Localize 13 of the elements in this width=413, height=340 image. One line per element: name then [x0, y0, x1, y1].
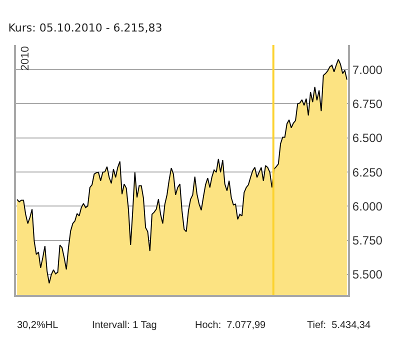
y-tick-label: 6.250 — [352, 165, 383, 180]
annotation: 2010 — [20, 46, 32, 71]
y-tick-label: 5.500 — [352, 268, 383, 282]
y-tick-label: 6.000 — [352, 199, 383, 214]
text: Intervall: 1 Tag — [92, 320, 157, 331]
y-tick-label: 6.750 — [352, 96, 383, 111]
chart-title: Kurs: 05.10.2010 - 6.215,83 — [8, 22, 162, 34]
text: 30,2%HL — [17, 320, 59, 331]
text: Tief: 5.434,34 — [307, 320, 371, 331]
y-tick-label: 5.750 — [352, 234, 383, 248]
text: Hoch: 7.077,99 — [195, 320, 266, 331]
y-tick-label: 7.000 — [352, 62, 383, 77]
y-tick-label: 6.500 — [352, 131, 383, 146]
